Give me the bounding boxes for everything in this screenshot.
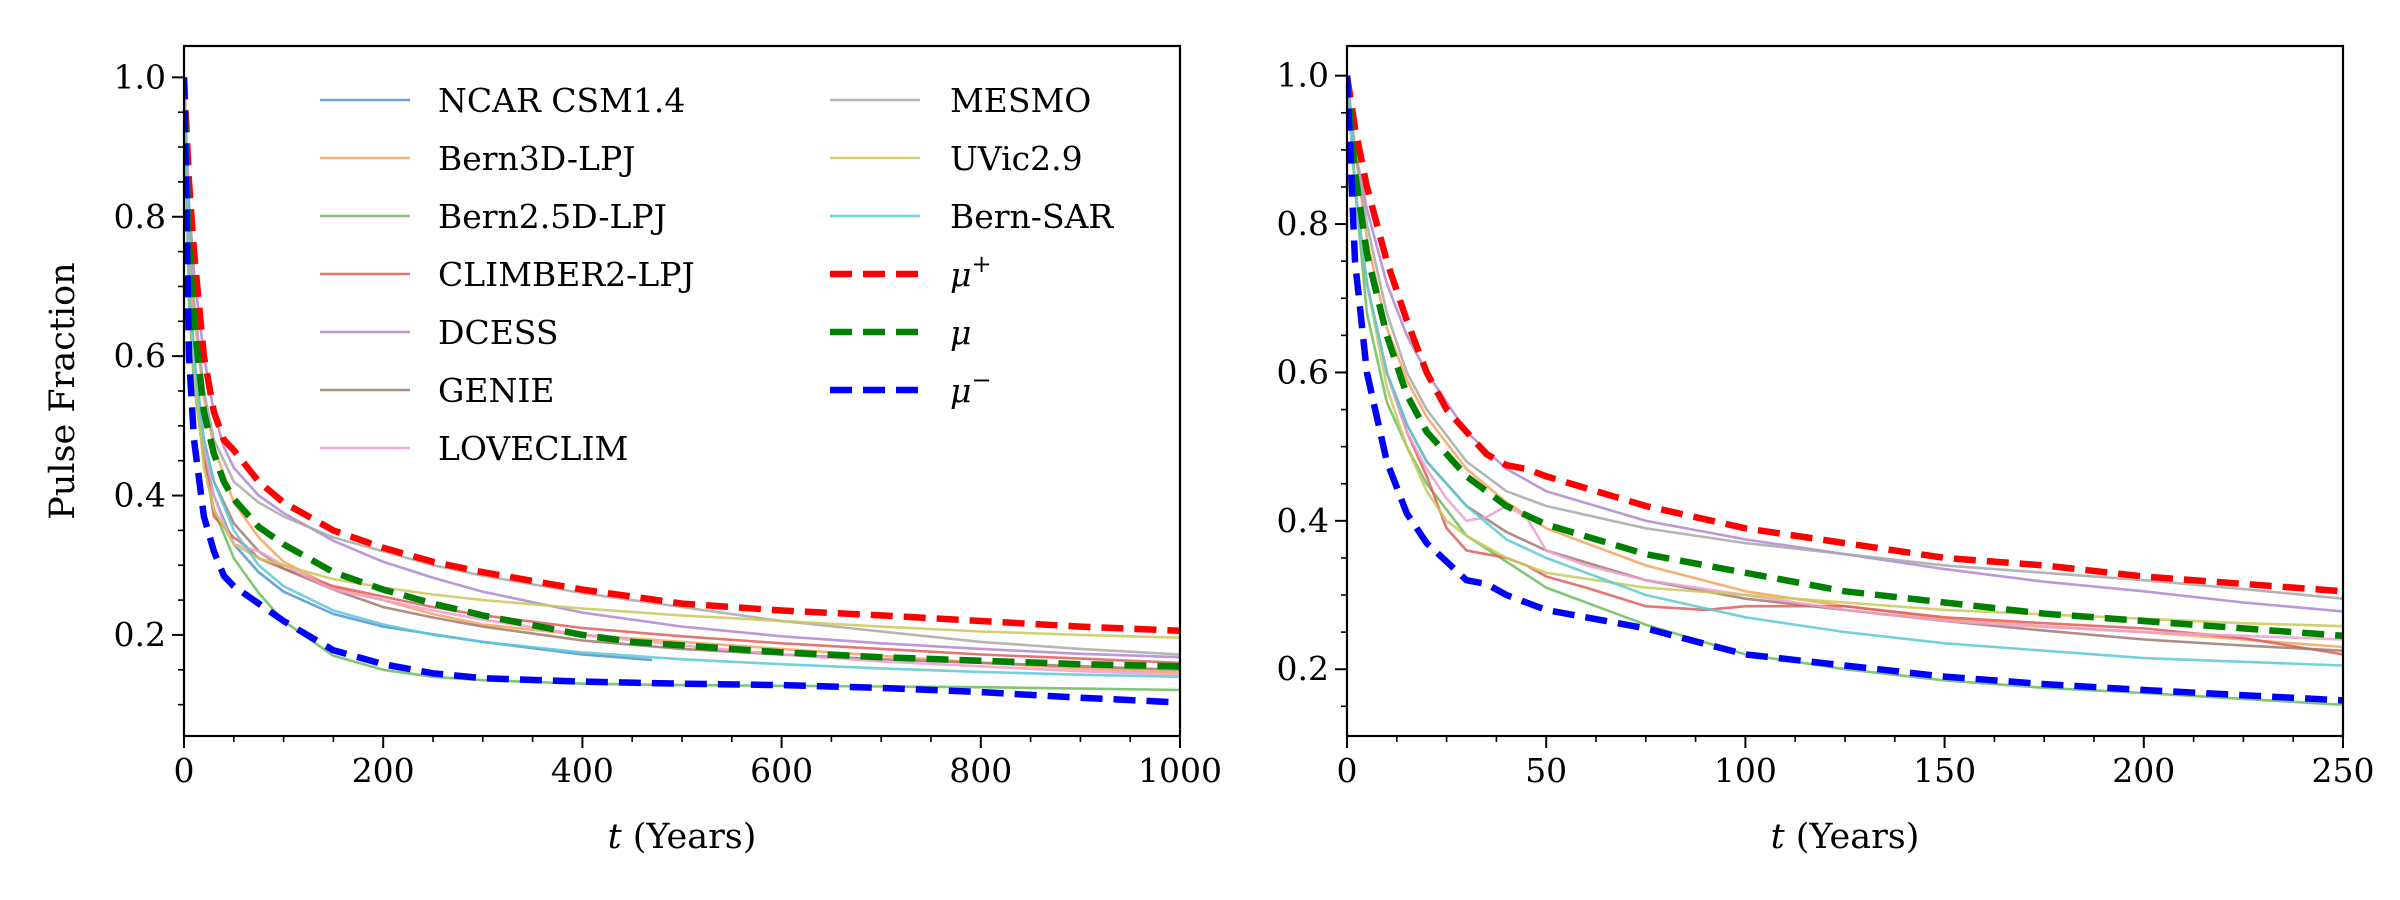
legend-label-11: μ bbox=[950, 313, 971, 352]
legend: NCAR CSM1.4 Bern3D-LPJ Bern2.5D-LPJ CLIMBER… bbox=[320, 81, 1114, 468]
y-tick-label: 0.2 bbox=[114, 615, 166, 654]
y-tick-label: 0.4 bbox=[114, 476, 166, 515]
y-tick-label: 1.0 bbox=[1277, 56, 1329, 95]
x-axis-label: t (Years) bbox=[608, 817, 757, 857]
x-tick-label: 0 bbox=[174, 751, 195, 790]
series-line-0-9 bbox=[184, 77, 1180, 679]
x-tick-label: 1000 bbox=[1138, 751, 1222, 790]
x-tick-label: 200 bbox=[352, 751, 415, 790]
series-line-1-3 bbox=[1347, 75, 2343, 613]
series-group bbox=[184, 77, 1180, 706]
legend-label-4: DCESS bbox=[438, 313, 558, 352]
y-tick-label: 1.0 bbox=[114, 57, 166, 96]
series-line-0-10 bbox=[184, 77, 1180, 635]
series-line-1-8 bbox=[1347, 75, 2343, 667]
series-line-1-10 bbox=[1347, 75, 2343, 640]
series-line-1-9 bbox=[1347, 75, 2343, 595]
legend-label-6: LOVECLIM bbox=[438, 429, 628, 468]
series-line-0-12 bbox=[184, 77, 1180, 706]
series-line-0-11 bbox=[184, 77, 1180, 670]
series-group bbox=[1347, 75, 2343, 707]
legend-label-0: NCAR CSM1.4 bbox=[438, 81, 685, 120]
x-tick-label: 200 bbox=[2112, 751, 2175, 790]
legend-label-10: μ+ bbox=[950, 250, 992, 294]
legend-label-3: CLIMBER2-LPJ bbox=[438, 255, 695, 294]
series-line-0-3 bbox=[184, 77, 1180, 665]
legend-label-7: MESMO bbox=[950, 81, 1091, 120]
y-tick-label: 0.8 bbox=[114, 197, 166, 236]
legend-label-12: μ− bbox=[950, 366, 992, 410]
right-panel: 0 50 100 150 200 250 0.2 0.4 0.6 0.8 1.0 t (Years) bbox=[1277, 44, 2375, 857]
series-line-0-6 bbox=[184, 77, 1180, 676]
series-line-1-1 bbox=[1347, 75, 2343, 707]
y-tick-label: 0.6 bbox=[114, 336, 166, 375]
x-tick-label: 100 bbox=[1714, 751, 1777, 790]
series-line-1-0 bbox=[1347, 75, 2343, 649]
x-tick-label: 50 bbox=[1525, 751, 1567, 790]
x-tick-label: 0 bbox=[1337, 751, 1358, 790]
series-line-0-4 bbox=[184, 77, 1180, 659]
x-tick-label: 600 bbox=[750, 751, 813, 790]
series-line-1-7 bbox=[1347, 75, 2343, 628]
y-tick-label: 0.8 bbox=[1277, 204, 1329, 243]
left-panel: 0 200 400 600 800 1000 0.2 0.4 0.6 0.8 1.0 t (Years… bbox=[43, 44, 1222, 857]
legend-label-1: Bern3D-LPJ bbox=[438, 139, 635, 178]
x-tick-label: 250 bbox=[2312, 751, 2375, 790]
x-tick-label: 150 bbox=[1913, 751, 1976, 790]
x-tick-label: 800 bbox=[949, 751, 1012, 790]
legend-label-8: UVic2.9 bbox=[950, 139, 1083, 178]
legend-label-2: Bern2.5D-LPJ bbox=[438, 197, 667, 236]
x-tick-label: 400 bbox=[551, 751, 614, 790]
series-line-1-2 bbox=[1347, 75, 2343, 656]
legend-label-9: Bern-SAR bbox=[950, 197, 1114, 236]
x-axis-label: t (Years) bbox=[1771, 817, 1920, 857]
legend-label-5: GENIE bbox=[438, 371, 554, 410]
y-tick-label: 0.6 bbox=[1277, 352, 1329, 391]
y-tick-label: 0.2 bbox=[1277, 649, 1329, 688]
y-axis-label: Pulse Fraction bbox=[43, 262, 83, 519]
series-line-1-4 bbox=[1347, 75, 2343, 652]
series-line-1-11 bbox=[1347, 75, 2343, 704]
series-line-1-6 bbox=[1347, 75, 2343, 600]
y-tick-label: 0.4 bbox=[1277, 501, 1329, 540]
